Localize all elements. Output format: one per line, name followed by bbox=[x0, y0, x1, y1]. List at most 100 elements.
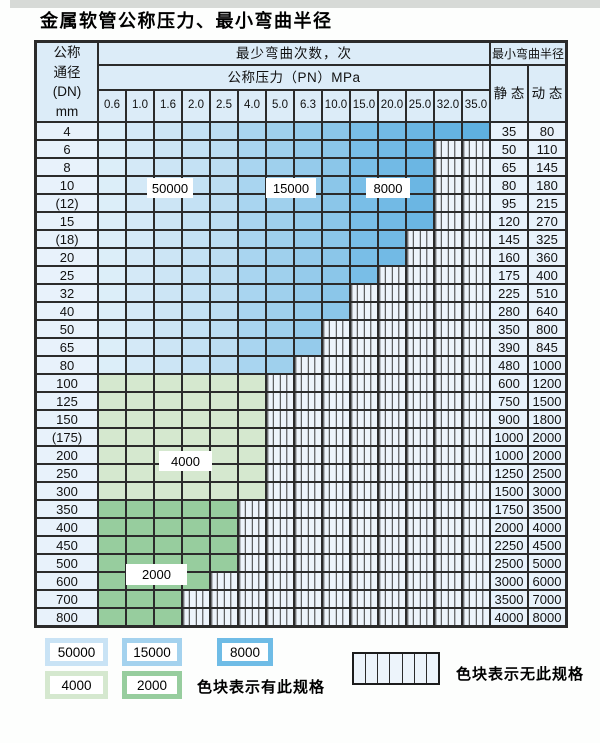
no-spec-cell bbox=[378, 320, 406, 338]
no-spec-cell bbox=[294, 446, 322, 464]
spec-cell bbox=[98, 374, 126, 392]
no-spec-cell bbox=[350, 356, 378, 374]
no-spec-cell bbox=[350, 446, 378, 464]
dn-cell: 250 bbox=[36, 464, 98, 482]
no-spec-cell bbox=[462, 176, 490, 194]
no-spec-cell bbox=[434, 320, 462, 338]
dynamic-radius-cell: 180 bbox=[528, 176, 566, 194]
no-spec-cell bbox=[378, 392, 406, 410]
static-radius-cell: 3500 bbox=[490, 590, 528, 608]
spec-cell bbox=[154, 536, 182, 554]
no-spec-cell bbox=[462, 536, 490, 554]
dynamic-header-cell: 动 态 bbox=[528, 65, 566, 122]
hatch-segment bbox=[403, 654, 415, 683]
legend-swatch-label: 8000 bbox=[222, 643, 268, 661]
no-spec-cell bbox=[462, 284, 490, 302]
no-spec-cell bbox=[294, 482, 322, 500]
no-spec-cell bbox=[378, 374, 406, 392]
no-spec-cell bbox=[434, 608, 462, 626]
spec-cell bbox=[126, 356, 154, 374]
hatch-segment bbox=[354, 654, 367, 683]
pressure-col-header: 20.0 bbox=[378, 90, 406, 122]
no-spec-cell bbox=[350, 428, 378, 446]
spec-cell bbox=[462, 122, 490, 140]
no-spec-cell bbox=[294, 374, 322, 392]
dn-header-line-1: 公称 bbox=[53, 45, 81, 60]
spec-cell bbox=[126, 374, 154, 392]
no-spec-cell bbox=[406, 248, 434, 266]
static-radius-cell: 175 bbox=[490, 266, 528, 284]
no-spec-cell bbox=[322, 500, 350, 518]
no-spec-cell bbox=[434, 392, 462, 410]
no-spec-cell bbox=[322, 338, 350, 356]
spec-cell bbox=[294, 140, 322, 158]
dn-cell: 80 bbox=[36, 356, 98, 374]
dn-cell: 450 bbox=[36, 536, 98, 554]
static-radius-cell: 35 bbox=[490, 122, 528, 140]
no-spec-cell bbox=[406, 230, 434, 248]
dynamic-radius-cell: 145 bbox=[528, 158, 566, 176]
no-spec-cell bbox=[462, 572, 490, 590]
pressure-col-header: 2.5 bbox=[210, 90, 238, 122]
cycle-count-label-2000: 2000 bbox=[126, 564, 187, 585]
no-spec-cell bbox=[406, 482, 434, 500]
radius-header-cell: 最小弯曲半径 bbox=[490, 42, 566, 65]
no-spec-cell bbox=[462, 428, 490, 446]
spec-cell bbox=[210, 266, 238, 284]
spec-cell bbox=[154, 212, 182, 230]
spec-cell bbox=[406, 176, 434, 194]
spec-cell bbox=[210, 320, 238, 338]
pressure-col-header: 4.0 bbox=[238, 90, 266, 122]
spec-cell bbox=[126, 302, 154, 320]
legend-swatch-15000: 15000 bbox=[122, 638, 182, 666]
spec-cell bbox=[98, 122, 126, 140]
spec-cell bbox=[98, 140, 126, 158]
no-spec-cell bbox=[322, 536, 350, 554]
spec-cell bbox=[154, 158, 182, 176]
cycle-count-label-8000: 8000 bbox=[366, 178, 410, 198]
dn-cell: 150 bbox=[36, 410, 98, 428]
spec-cell bbox=[98, 302, 126, 320]
spec-cell bbox=[238, 266, 266, 284]
no-spec-cell bbox=[322, 608, 350, 626]
no-spec-cell bbox=[378, 518, 406, 536]
dn-cell: 50 bbox=[36, 320, 98, 338]
static-radius-cell: 2000 bbox=[490, 518, 528, 536]
spec-cell bbox=[238, 410, 266, 428]
dynamic-radius-cell: 1800 bbox=[528, 410, 566, 428]
spec-cell bbox=[294, 248, 322, 266]
static-radius-cell: 2500 bbox=[490, 554, 528, 572]
no-spec-cell bbox=[238, 500, 266, 518]
spec-cell bbox=[154, 140, 182, 158]
no-spec-cell bbox=[434, 428, 462, 446]
no-spec-cell bbox=[266, 518, 294, 536]
no-spec-cell bbox=[378, 464, 406, 482]
dynamic-radius-cell: 2000 bbox=[528, 446, 566, 464]
spec-cell bbox=[350, 248, 378, 266]
dynamic-radius-cell: 845 bbox=[528, 338, 566, 356]
spec-cell bbox=[154, 608, 182, 626]
static-radius-cell: 1500 bbox=[490, 482, 528, 500]
no-spec-cell bbox=[462, 590, 490, 608]
no-spec-cell bbox=[434, 500, 462, 518]
dn-cell: (18) bbox=[36, 230, 98, 248]
dn-cell: 40 bbox=[36, 302, 98, 320]
spec-cell bbox=[210, 374, 238, 392]
no-spec-cell bbox=[350, 302, 378, 320]
no-spec-cell bbox=[378, 266, 406, 284]
no-spec-cell bbox=[378, 284, 406, 302]
spec-cell bbox=[238, 122, 266, 140]
spec-cell bbox=[210, 194, 238, 212]
spec-cell bbox=[154, 374, 182, 392]
spec-cell bbox=[210, 284, 238, 302]
spec-cell bbox=[238, 356, 266, 374]
spec-cell bbox=[126, 266, 154, 284]
static-radius-cell: 120 bbox=[490, 212, 528, 230]
spec-cell bbox=[154, 392, 182, 410]
spec-cell bbox=[154, 122, 182, 140]
no-spec-cell bbox=[350, 338, 378, 356]
dn-cell: 125 bbox=[36, 392, 98, 410]
spec-cell bbox=[322, 176, 350, 194]
spec-cell bbox=[210, 302, 238, 320]
static-radius-cell: 50 bbox=[490, 140, 528, 158]
